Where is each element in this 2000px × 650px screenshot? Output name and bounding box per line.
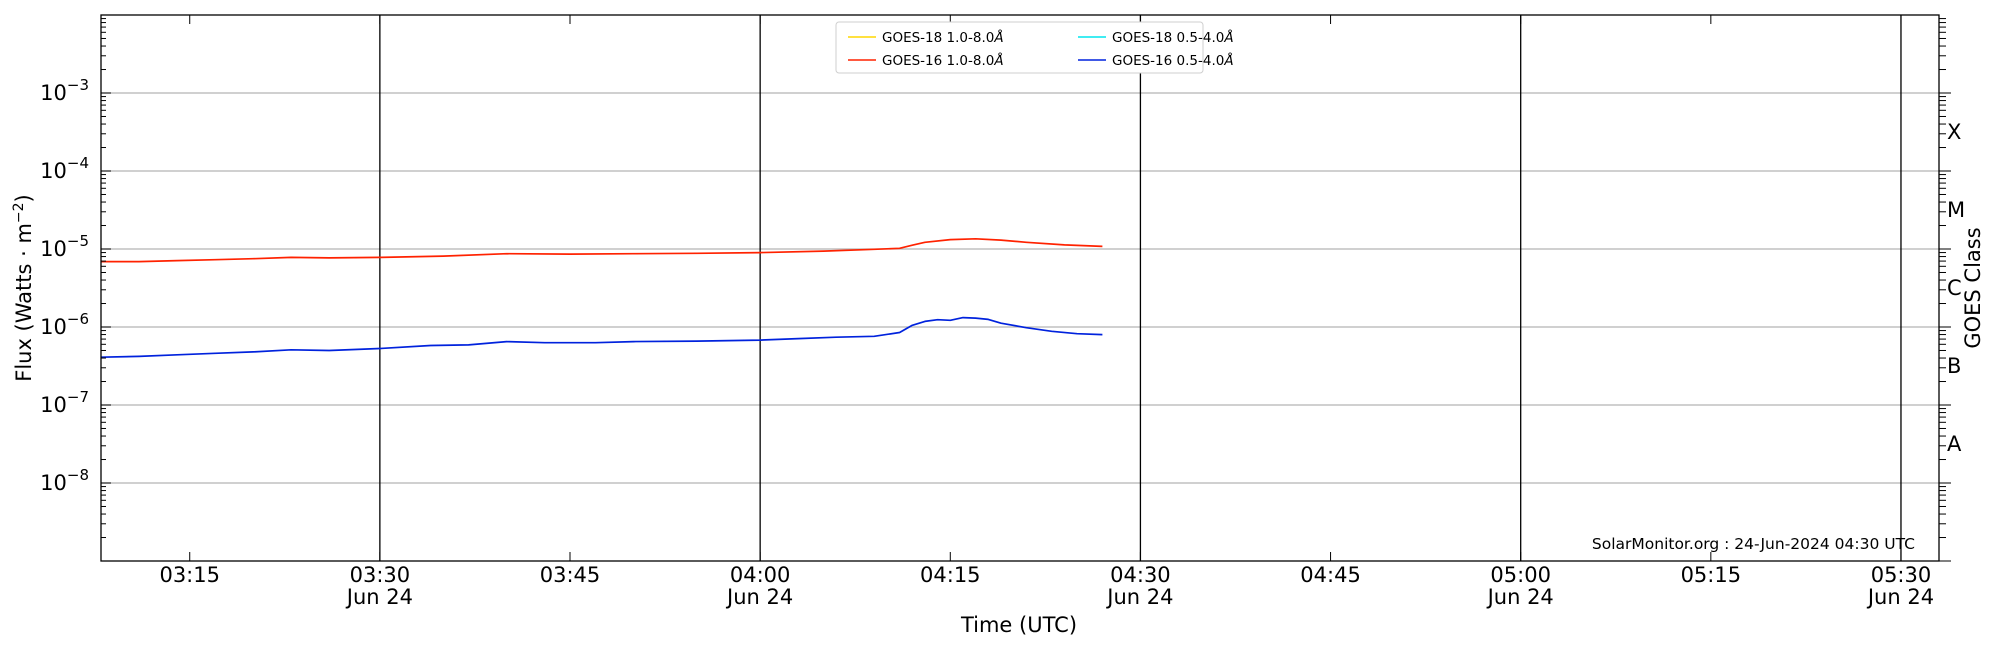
y-tick-label: 10−3 bbox=[40, 76, 89, 105]
x-tick-label: 04:30 bbox=[1110, 563, 1171, 587]
legend: GOES-18 1.0-8.0Å GOES-18 0.5-4.0Å GOES-16 … bbox=[835, 21, 1234, 74]
y-tick-label: 10−8 bbox=[40, 466, 89, 495]
goes-class-label: X bbox=[1947, 120, 1961, 144]
legend-label: GOES-16 1.0-8.0Å bbox=[882, 52, 1004, 69]
series-line bbox=[100, 316, 1103, 359]
legend-label: GOES-18 1.0-8.0Å bbox=[882, 29, 1004, 46]
x-tick-label: 03:30 bbox=[350, 563, 411, 587]
legend-box bbox=[835, 21, 1204, 74]
y-axis-title-left: Flux (Watts · m−2) bbox=[11, 194, 36, 382]
y-tick-label: 10−4 bbox=[40, 154, 89, 183]
legend-label: GOES-18 0.5-4.0Å bbox=[1112, 29, 1234, 46]
y-axis-title-right: GOES Class bbox=[1961, 227, 1985, 348]
goes-class-label: B bbox=[1947, 354, 1961, 378]
x-tick-date-label: Jun 24 bbox=[345, 585, 413, 609]
vertical-marker-layer bbox=[379, 15, 1902, 561]
goes-class-label: A bbox=[1947, 432, 1962, 456]
x-tick-label: 05:15 bbox=[1681, 563, 1742, 587]
x-tick-label: 05:00 bbox=[1490, 563, 1551, 587]
x-tick-date-label: Jun 24 bbox=[725, 585, 793, 609]
series-layer bbox=[100, 237, 1103, 359]
x-tick-label: 04:45 bbox=[1300, 563, 1361, 587]
x-tick-label: 03:15 bbox=[159, 563, 220, 587]
tick-layer bbox=[101, 15, 1951, 562]
legend-label: GOES-16 0.5-4.0Å bbox=[1112, 52, 1234, 69]
x-tick-label: 05:30 bbox=[1871, 563, 1932, 587]
y-tick-label: 10−6 bbox=[40, 310, 89, 339]
x-axis-title: Time (UTC) bbox=[960, 613, 1077, 637]
y-tick-label: 10−7 bbox=[40, 388, 89, 417]
x-tick-date-label: Jun 24 bbox=[1866, 585, 1934, 609]
y-tick-label: 10−5 bbox=[40, 232, 89, 261]
series-line bbox=[101, 237, 1103, 263]
goes-class-label: C bbox=[1947, 276, 1962, 300]
goes-class-label: M bbox=[1947, 198, 1965, 222]
x-tick-date-label: Jun 24 bbox=[1105, 585, 1173, 609]
x-tick-label: 03:45 bbox=[540, 563, 601, 587]
plot-frame bbox=[100, 14, 1940, 562]
credit-annotation: SolarMonitor.org : 24-Jun-2024 04:30 UTC bbox=[1592, 535, 1915, 553]
x-tick-label: 04:00 bbox=[730, 563, 791, 587]
x-tick-date-label: Jun 24 bbox=[1486, 585, 1554, 609]
x-tick-label: 04:15 bbox=[920, 563, 981, 587]
